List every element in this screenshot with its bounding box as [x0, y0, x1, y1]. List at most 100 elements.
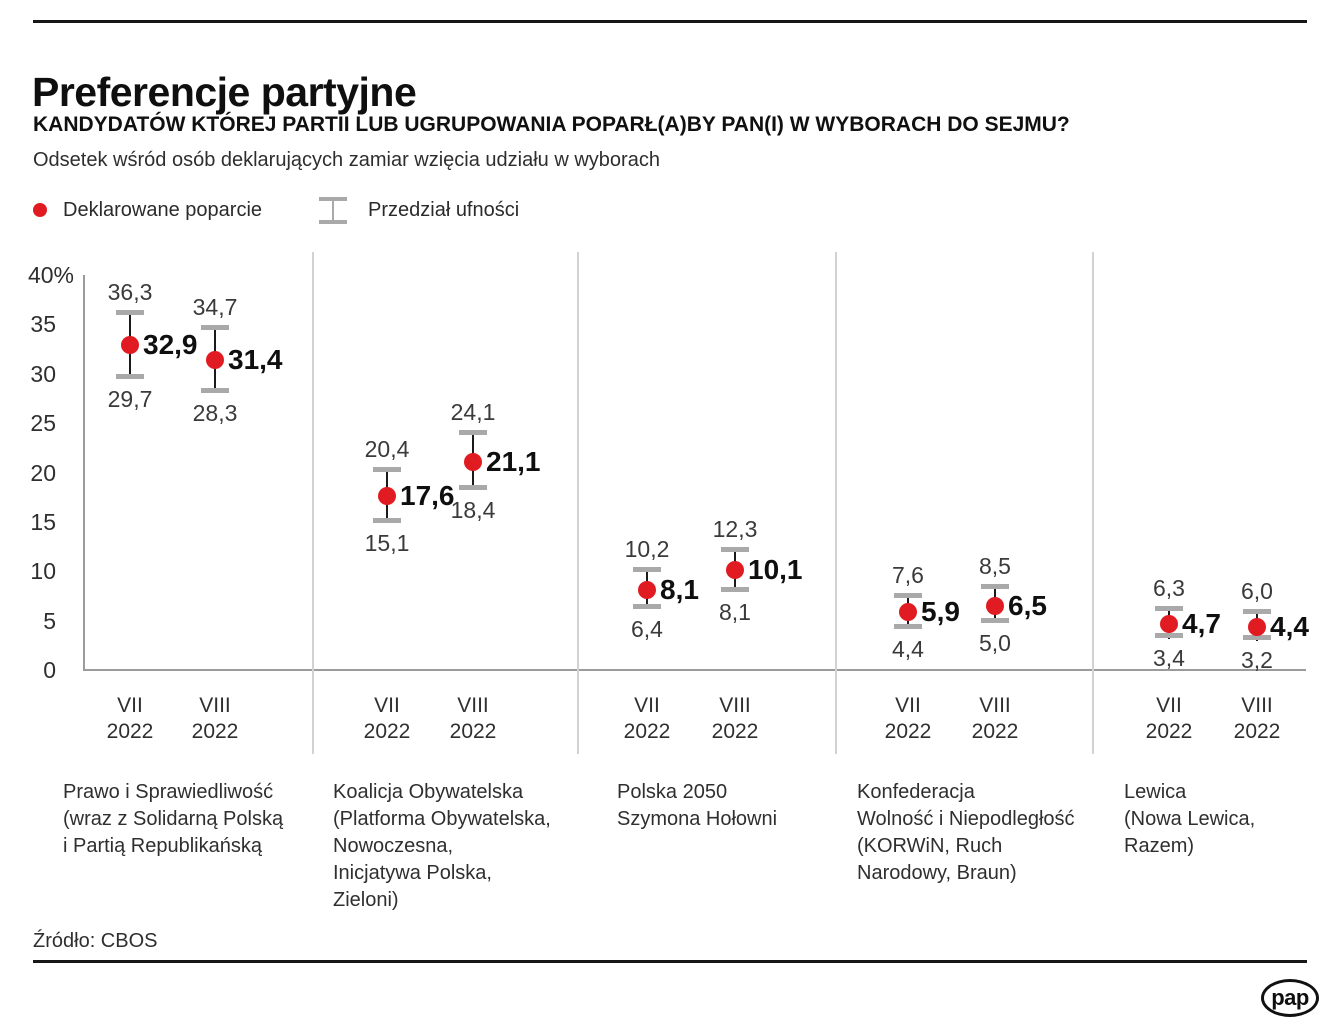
period-label: VIII 2022 — [170, 693, 260, 745]
period-label-line: VII — [117, 694, 143, 717]
party-label: Koalicja Obywatelska (Platforma Obywatels… — [333, 779, 551, 914]
period-label-line: VIII — [199, 694, 231, 717]
period-label-line: VII — [895, 694, 921, 717]
y-tick-label: 20 — [30, 460, 56, 486]
value-label: 31,4 — [228, 344, 283, 375]
error-bar-bottom-cap — [1243, 635, 1271, 640]
y-tick-label: 10 — [30, 558, 56, 584]
ci-low-label: 4,4 — [892, 636, 924, 662]
period-label-line: 2022 — [711, 720, 759, 743]
value-label: 10,1 — [748, 554, 803, 585]
value-label: 6,5 — [1008, 590, 1047, 621]
error-bar-bottom-cap — [633, 604, 661, 609]
error-bar-bottom-cap — [981, 618, 1009, 623]
ci-low-label: 15,1 — [364, 530, 410, 556]
error-bar-top-cap — [459, 430, 487, 435]
error-bar-bottom-cap — [721, 587, 749, 592]
error-bar-bottom-cap — [319, 220, 347, 224]
subtitle: Odsetek wśród osób deklarujących zamiar … — [33, 149, 660, 171]
error-bar-bottom-cap — [201, 388, 229, 393]
period-label-line: VIII — [1241, 694, 1273, 717]
period-label-line: 2022 — [623, 720, 671, 743]
ci-high-label: 10,2 — [624, 536, 670, 562]
period-label: VII 2022 — [85, 693, 175, 745]
period-label: VIII 2022 — [950, 693, 1040, 745]
error-bar-top-cap — [201, 325, 229, 330]
data-point-dot — [726, 561, 744, 579]
party-label-line: Koalicja Obywatelska — [333, 781, 524, 803]
period-label-line: VII — [374, 694, 400, 717]
error-bar-top-cap — [721, 547, 749, 552]
survey-question: KANDYDATÓW KTÓREJ PARTII LUB UGRUPOWANIA… — [33, 113, 1070, 136]
period-label-line: VII — [1156, 694, 1182, 717]
period-label: VII 2022 — [1124, 693, 1214, 745]
error-bar-top-cap — [1155, 606, 1183, 611]
value-label: 5,9 — [921, 596, 960, 627]
period-label-line: 2022 — [106, 720, 154, 743]
period-label-line: 2022 — [449, 720, 497, 743]
period-label-line: 2022 — [363, 720, 411, 743]
party-label-line: Polska 2050 — [617, 781, 728, 803]
ci-high-label: 7,6 — [892, 562, 924, 588]
y-axis-line — [83, 275, 85, 671]
period-label: VII 2022 — [863, 693, 953, 745]
error-bar-top-cap — [894, 593, 922, 598]
value-label: 4,7 — [1182, 608, 1221, 639]
value-label: 21,1 — [486, 446, 541, 477]
error-bar-top-cap — [116, 310, 144, 315]
data-point-dot — [638, 581, 656, 599]
ci-low-label: 18,4 — [450, 497, 496, 523]
data-point-dot — [378, 487, 396, 505]
period-label-line: 2022 — [1145, 720, 1193, 743]
party-label-line: Lewica — [1124, 781, 1187, 803]
data-point-dot — [464, 453, 482, 471]
party-label-line: Wolność i Niepodległość — [857, 808, 1075, 830]
party-label-line: (wraz z Solidarną Polską — [63, 808, 284, 830]
ci-low-label: 29,7 — [107, 386, 153, 412]
period-label-line: VII — [634, 694, 660, 717]
data-point-dot — [206, 351, 224, 369]
ci-low-label: 3,2 — [1241, 647, 1273, 673]
party-label-line: Narodowy, Braun) — [857, 862, 1017, 884]
ci-high-label: 8,5 — [979, 553, 1011, 579]
red-dot-icon — [33, 203, 47, 217]
value-label: 17,6 — [400, 480, 455, 511]
party-label-line: (Nowa Lewica, — [1124, 808, 1256, 830]
period-label-line: VIII — [719, 694, 751, 717]
error-bar-icon — [319, 197, 347, 224]
y-tick-label: 15 — [30, 509, 56, 535]
legend-support-label: Deklarowane poparcie — [63, 199, 263, 221]
top-rule — [33, 20, 1307, 23]
period-label: VIII 2022 — [428, 693, 518, 745]
source-note: Źródło: CBOS — [33, 930, 158, 952]
party-label-line: Razem) — [1124, 835, 1195, 857]
error-bar-bottom-cap — [373, 518, 401, 523]
party-label-line: Zieloni) — [333, 889, 399, 911]
period-label-line: 2022 — [191, 720, 239, 743]
ci-low-label: 5,0 — [979, 630, 1011, 656]
error-bar-bottom-cap — [459, 485, 487, 490]
party-label-line: Inicjatywa Polska, — [333, 862, 492, 884]
y-tick-label: 25 — [30, 410, 56, 436]
group-separator — [1092, 252, 1094, 754]
pap-logo: pap — [1261, 979, 1319, 1017]
ci-high-label: 12,3 — [712, 516, 758, 542]
party-label: Polska 2050 Szymona Hołowni — [617, 779, 777, 833]
party-label-line: Konfederacja — [857, 781, 975, 803]
x-axis-line — [83, 669, 1306, 671]
ci-low-label: 28,3 — [192, 400, 238, 426]
ci-high-label: 24,1 — [450, 399, 496, 425]
party-label-line: (Platforma Obywatelska, — [333, 808, 551, 830]
period-label-line: VIII — [979, 694, 1011, 717]
data-point-dot — [986, 597, 1004, 615]
ci-high-label: 6,3 — [1153, 575, 1185, 601]
y-tick-label: 5 — [43, 608, 56, 634]
y-tick-label: 35 — [30, 311, 56, 337]
bottom-rule — [33, 960, 1307, 963]
party-label-line: (KORWiN, Ruch — [857, 835, 1003, 857]
error-bar-bottom-cap — [116, 374, 144, 379]
group-separator — [312, 252, 314, 754]
value-label: 32,9 — [143, 329, 198, 360]
group-separator — [835, 252, 837, 754]
